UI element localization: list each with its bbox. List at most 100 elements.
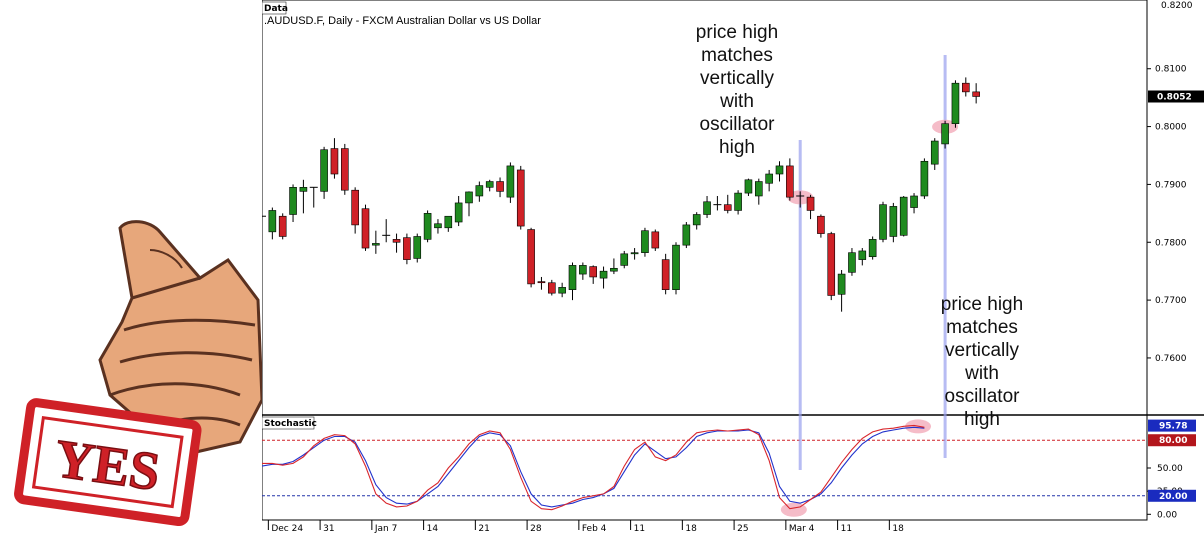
candle-body (599, 270, 608, 279)
candle-body (568, 265, 577, 290)
candle-body (837, 273, 846, 295)
candle-body (372, 243, 380, 246)
annotation-2: price high matches vertically with oscillato… (941, 294, 1023, 430)
annotation-line: price high (696, 22, 778, 43)
price-top-label: 0.8200 (1161, 1, 1193, 11)
date-tick-label: 21 (478, 524, 489, 534)
candle-body (651, 231, 660, 249)
candle-body (754, 181, 763, 197)
candle-body (661, 259, 670, 290)
date-tick-label: 18 (892, 524, 904, 534)
annotation-line: price high (941, 294, 1023, 315)
forex-chart: Data .AUDUSD.F, Daily - FXCM Australian … (262, 0, 1204, 534)
candle-body (434, 223, 442, 229)
annotation-1: price high matches vertically with oscillato… (696, 22, 778, 158)
candle-body (341, 148, 349, 191)
candle-body (786, 165, 794, 198)
date-tick-label: 18 (685, 524, 697, 534)
annotation-line: matches (946, 317, 1018, 338)
candle-body (506, 165, 515, 198)
yes-stamp: YES (14, 398, 202, 527)
candle-body (475, 185, 484, 197)
candle-body (765, 173, 773, 184)
candle-body (547, 282, 556, 294)
candle-body (641, 230, 649, 253)
candle-body (961, 82, 970, 93)
oversold-label: 20.00 (1159, 492, 1187, 502)
candle-body (889, 206, 898, 237)
candle-body (268, 210, 277, 233)
annotation-line: high (964, 409, 1000, 430)
candle-body (496, 181, 504, 192)
candle-body (899, 196, 908, 236)
candle-body (858, 250, 867, 260)
price-tick-label: 0.7600 (1155, 354, 1187, 364)
candle-body (361, 208, 370, 249)
date-tick-label: Dec 24 (271, 524, 303, 534)
candle-body (744, 179, 753, 194)
overbought-box (1148, 434, 1196, 447)
date-tick-label: Feb 4 (582, 524, 607, 534)
candle-body (951, 82, 960, 124)
candle-body (579, 265, 587, 275)
annotations: price high matches vertically with oscillato… (696, 22, 1023, 430)
candle-body (868, 239, 877, 258)
candle-body (879, 204, 887, 240)
candle-body (972, 91, 980, 97)
price-tick-label: 0.7800 (1155, 238, 1187, 248)
candle-body (692, 214, 701, 226)
candle-body (485, 181, 494, 188)
candle-body (682, 224, 691, 246)
overbought-label: 80.00 (1159, 436, 1187, 446)
candle-body (620, 253, 629, 266)
candle-body (723, 204, 732, 211)
candle-body (278, 215, 287, 237)
candle-body (930, 140, 939, 165)
candle-body (703, 201, 711, 215)
candle-body (817, 215, 825, 234)
stoch-current-label: 95.78 (1159, 422, 1187, 432)
candle-body (672, 244, 680, 290)
oversold-box (1148, 489, 1196, 502)
candle-body (941, 123, 949, 145)
stochastic-levels (262, 439, 1147, 497)
date-axis: Dec 24 31 Jan 7 14 21 28 Feb 4 11 18 25 Mar 4 11 18 (267, 520, 904, 534)
chart-title: .AUDUSD.F, Daily - FXCM Australian Dolla… (264, 15, 541, 27)
price-tick-label: 0.7700 (1155, 296, 1187, 306)
candle-body (423, 213, 432, 240)
candle-body (848, 252, 856, 273)
candle-body (630, 252, 639, 255)
stoch-tick-label: 0.00 (1157, 510, 1177, 520)
candle-body (403, 237, 411, 260)
candle-body (537, 281, 546, 284)
thumbs-up-yes-illustration: YES (14, 220, 262, 527)
date-tick-label: 31 (323, 524, 334, 534)
annotation-line: with (964, 363, 999, 384)
candle-body (330, 148, 339, 175)
annotation-line: high (719, 137, 755, 158)
candle-body (775, 165, 784, 175)
candle-body (320, 149, 328, 192)
candle-body (444, 215, 453, 229)
candle-body (558, 287, 566, 294)
date-tick-label: 14 (427, 524, 439, 534)
date-tick-label: 11 (841, 524, 852, 534)
date-tick-label: 11 (634, 524, 645, 534)
price-axis: 0.8100 0.8000 0.7900 0.7800 0.7700 0.7600 0.82… (1146, 0, 1204, 415)
annotation-line: vertically (700, 68, 774, 89)
candle-body (392, 239, 401, 243)
candle-body (806, 196, 815, 211)
candle-body (910, 195, 918, 208)
current-price-box (1148, 90, 1204, 103)
candles (262, 77, 980, 312)
candle-body (527, 229, 535, 285)
date-tick-label: Jan 7 (374, 524, 397, 534)
stochastic-panel-label: Stochastic (264, 419, 317, 429)
stoch-current-box (1148, 419, 1196, 432)
date-tick-label: 28 (530, 524, 542, 534)
stamp-text: YES (51, 428, 163, 502)
annotation-line: oscillator (945, 386, 1021, 407)
price-tick-label: 0.8000 (1155, 123, 1187, 133)
candle-body (289, 187, 297, 215)
